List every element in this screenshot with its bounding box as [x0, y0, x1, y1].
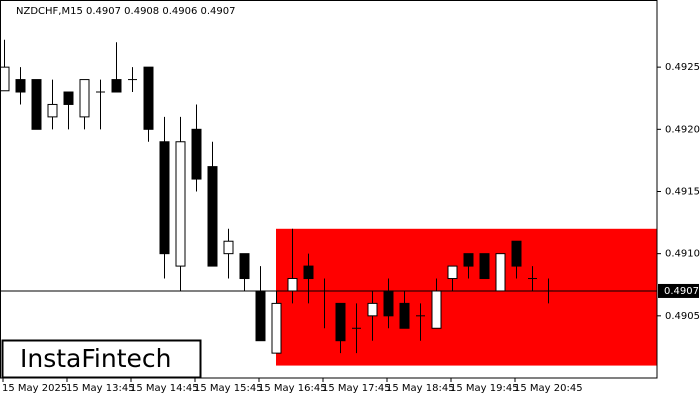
candle-body	[175, 141, 186, 267]
candle-body	[15, 79, 26, 93]
candle-body	[495, 253, 506, 292]
x-tick-label: 15 May 20:45	[514, 383, 583, 394]
x-tick-label: 15 May 18:45	[386, 383, 455, 394]
candle-body	[367, 302, 378, 317]
candle-body	[399, 302, 410, 329]
candle-body	[335, 302, 346, 342]
candle-body	[47, 103, 58, 118]
candle-body	[271, 302, 282, 354]
last-price-label: 0.4907	[664, 286, 699, 297]
y-tick-label: 0.4915	[665, 186, 700, 197]
candle-body	[223, 240, 234, 255]
candle-body	[255, 290, 266, 342]
plot-frame	[0, 0, 658, 379]
candle-body	[303, 265, 314, 280]
candle-body	[79, 79, 90, 118]
candle-body	[463, 253, 474, 267]
y-tick-label: 0.4905	[665, 311, 700, 322]
x-tick-label: 15 May 15:45	[194, 383, 263, 394]
candle-body	[431, 290, 442, 329]
candle-body	[63, 91, 74, 105]
candle-body	[31, 79, 42, 130]
candle-body	[383, 290, 394, 317]
pattern-zone	[276, 228, 657, 366]
candle-body	[111, 79, 122, 93]
y-tick-label: 0.4925	[665, 62, 700, 73]
candle-body	[511, 240, 522, 267]
x-tick-label: 15 May 19:45	[450, 383, 519, 394]
x-tick-label: 15 May 16:45	[258, 383, 327, 394]
x-tick-label: 15 May 14:45	[130, 383, 199, 394]
y-tick-label: 0.4920	[665, 124, 700, 135]
watermark: InstaFintech	[20, 344, 172, 373]
candle-body	[287, 278, 298, 292]
y-tick-label: 0.4910	[665, 249, 700, 260]
watermark-box	[1, 339, 202, 379]
chart-title: NZDCHF,M15 0.4907 0.4908 0.4906 0.4907	[16, 6, 236, 17]
x-tick-label: 15 May 2025	[2, 383, 67, 394]
candle-body	[479, 253, 490, 280]
candle-body	[207, 166, 218, 267]
candle-body	[191, 128, 202, 180]
candle-body	[159, 141, 170, 255]
candle-body	[447, 265, 458, 280]
x-tick-label: 15 May 13:45	[66, 383, 135, 394]
x-tick-label: 15 May 17:45	[322, 383, 391, 394]
last-price-tag	[658, 283, 699, 298]
candle-body	[143, 66, 154, 130]
candle-body	[239, 253, 250, 280]
candle-body	[0, 66, 10, 92]
